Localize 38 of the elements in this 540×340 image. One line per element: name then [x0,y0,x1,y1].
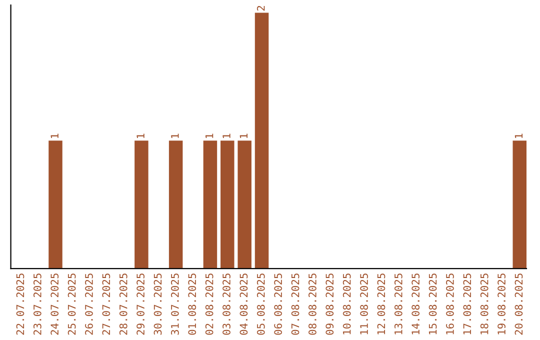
x-tick-label: 11.08.2025 [360,274,368,334]
x-tick-label: 09.08.2025 [326,274,334,335]
x-tick-label: 03.08.2025 [222,274,230,335]
x-tick-label: 29.07.2025 [136,274,144,335]
data-label: 1 [50,134,58,138]
x-tick-label: 31.07.2025 [170,274,179,335]
x-tick-label: 17.08.2025 [463,274,472,334]
x-tick-label: 13.08.2025 [394,274,402,334]
x-tick-label: 20.08.2025 [514,274,523,335]
x-tick-label: 01.08.2025 [188,274,196,335]
x-tick-label: 12.08.2025 [377,274,386,334]
data-label: 1 [171,134,179,138]
x-tick-label: 05.08.2025 [256,274,265,335]
x-tick-label: 14.08.2025 [412,274,420,334]
data-label: 1 [222,134,230,138]
x-tick-label: 16.08.2025 [446,274,454,334]
x-tick-label: 07.08.2025 [291,274,300,335]
x-tick-label: 30.07.2025 [154,274,162,335]
x-tick-label: 06.08.2025 [274,274,282,335]
data-label: 2 [256,6,265,11]
x-tick-label: 18.08.2025 [480,274,488,334]
x-tick-label: 19.08.2025 [498,274,506,334]
data-label: 1 [514,134,523,138]
x-tick-label: 10.08.2025 [342,274,351,334]
data-label: 1 [206,134,214,138]
x-tick-label: 08.08.2025 [308,274,316,335]
x-tick-label: 02.08.2025 [205,274,214,335]
x-tick-label: 22.07.2025 [16,274,24,335]
x-tick-label: 28.07.2025 [119,274,128,335]
x-tick-label: 24.07.2025 [50,274,59,335]
x-tick-label: 25.07.2025 [68,274,76,335]
x-tick-label: 23.07.2025 [33,274,42,335]
data-label: 1 [240,134,248,138]
data-label: 1 [136,134,144,138]
x-tick-label: 27.07.2025 [102,274,110,335]
x-tick-label: 26.07.2025 [85,274,93,335]
x-tick-label: 15.08.2025 [428,274,437,334]
x-tick-label: 04.08.2025 [240,274,248,335]
